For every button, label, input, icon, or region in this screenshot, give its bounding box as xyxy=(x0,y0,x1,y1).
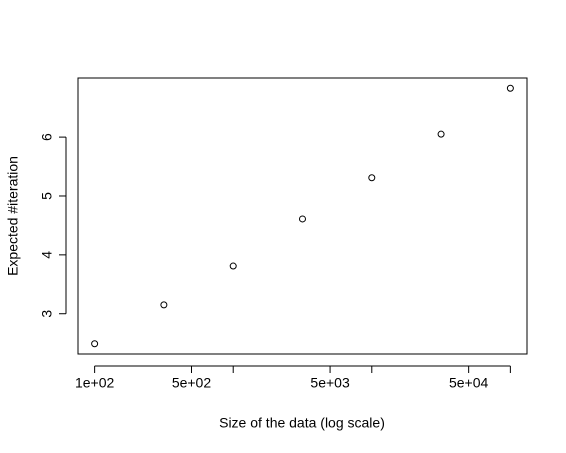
point xyxy=(368,174,376,182)
y-tick-label: 4 xyxy=(39,251,55,259)
x-axis-label: Size of the data (log scale) xyxy=(219,415,385,431)
x-tick-label: 5e+02 xyxy=(172,375,212,391)
x-tick-label: 5e+04 xyxy=(449,375,489,391)
point xyxy=(298,215,306,223)
y-tick-label: 6 xyxy=(39,133,55,141)
x-tick-label: 1e+02 xyxy=(75,375,115,391)
x-tick-label: 5e+03 xyxy=(310,375,350,391)
y-tick-label: 3 xyxy=(39,310,55,318)
point xyxy=(229,262,237,270)
point xyxy=(91,340,99,348)
y-tick-label: 5 xyxy=(39,192,55,200)
plot-box xyxy=(77,77,528,355)
point xyxy=(437,130,445,138)
y-axis-label: Expected #iteration xyxy=(5,156,21,276)
point xyxy=(506,84,514,92)
point xyxy=(160,301,168,309)
